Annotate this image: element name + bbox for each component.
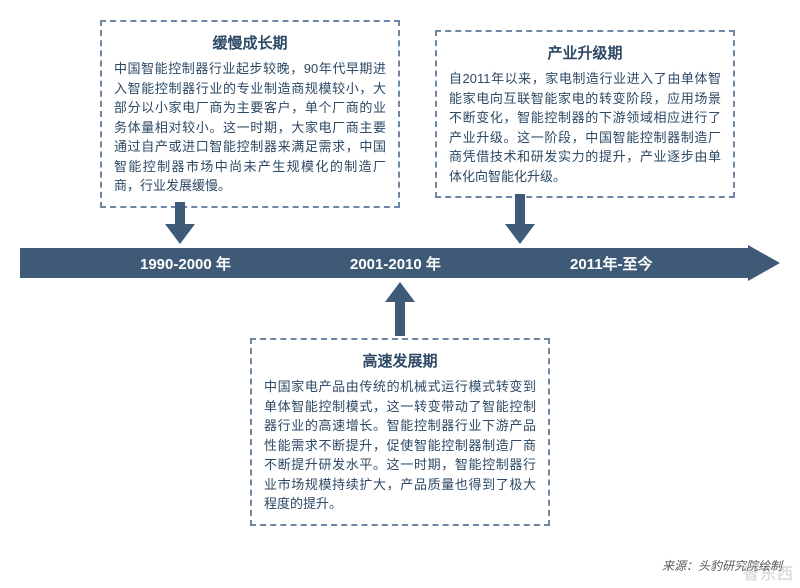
period-label-3: 2011年-至今 (570, 253, 653, 274)
phase-body: 中国智能控制器行业起步较晚，90年代早期进入智能控制器行业的专业制造商规模较小，… (114, 59, 386, 196)
period-label-2: 2001-2010 年 (350, 253, 441, 274)
phase-title: 产业升级期 (449, 42, 721, 63)
phase-title: 高速发展期 (264, 350, 536, 371)
phase-box-fast-growth: 高速发展期 中国家电产品由传统的机械式运行模式转变到单体智能控制模式，这一转变带… (250, 338, 550, 526)
phase-body: 中国家电产品由传统的机械式运行模式转变到单体智能控制模式，这一转变带动了智能控制… (264, 377, 536, 514)
watermark: 智东西 (743, 560, 794, 584)
phase-title: 缓慢成长期 (114, 32, 386, 53)
connector-arrow-down-1 (165, 202, 195, 244)
phase-body: 自2011年以来，家电制造行业进入了由单体智能家电向互联智能家电的转变阶段，应用… (449, 69, 721, 186)
connector-arrow-up (385, 282, 415, 336)
phase-box-upgrade: 产业升级期 自2011年以来，家电制造行业进入了由单体智能家电向互联智能家电的转… (435, 30, 735, 198)
connector-arrow-down-2 (505, 194, 535, 244)
period-label-1: 1990-2000 年 (140, 253, 231, 274)
phase-box-slow-growth: 缓慢成长期 中国智能控制器行业起步较晚，90年代早期进入智能控制器行业的专业制造… (100, 20, 400, 208)
